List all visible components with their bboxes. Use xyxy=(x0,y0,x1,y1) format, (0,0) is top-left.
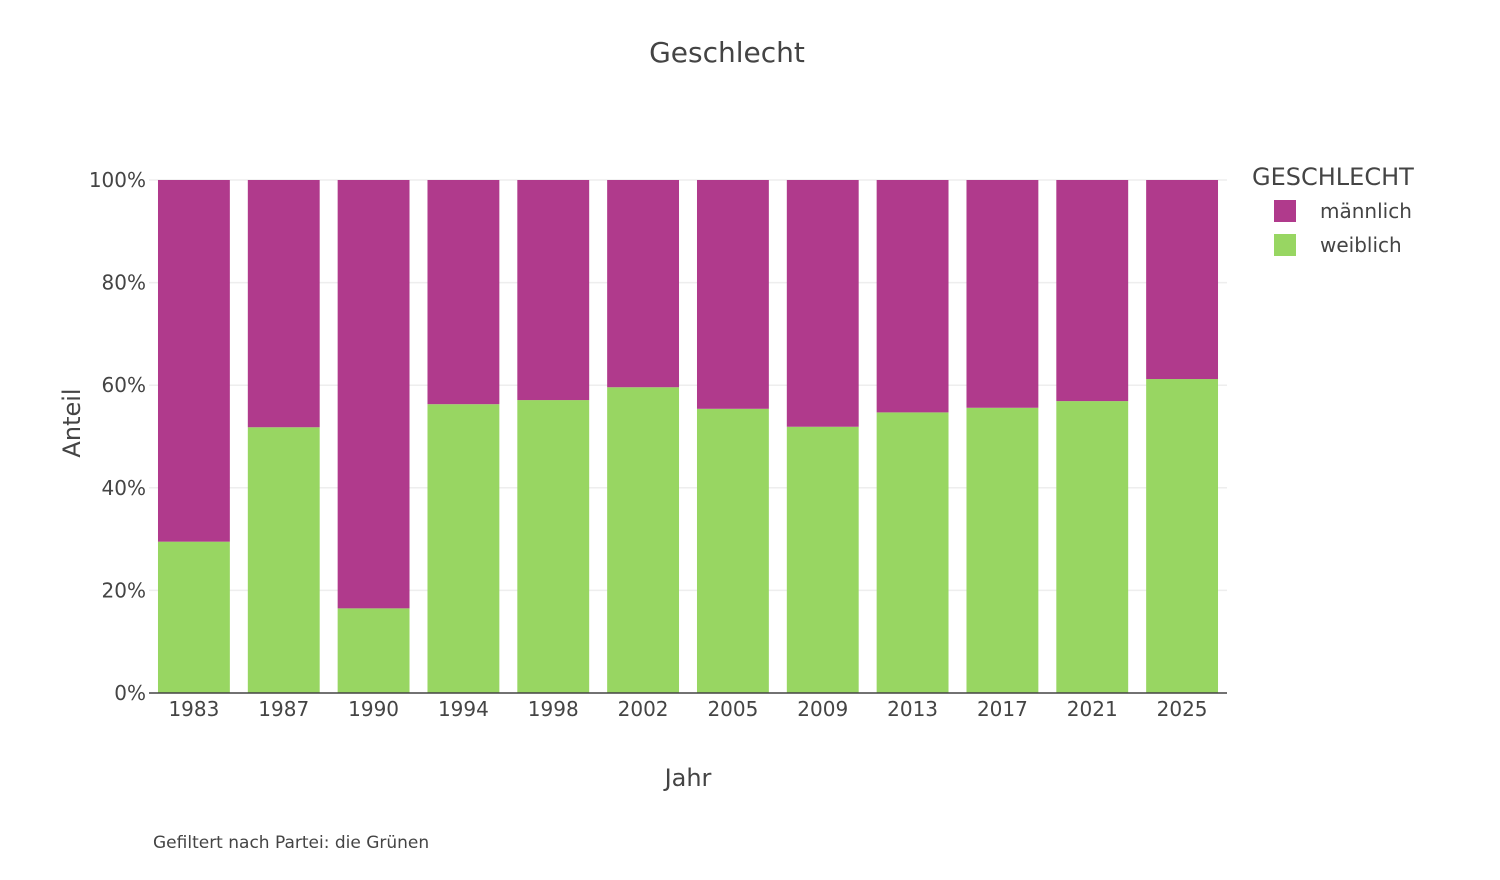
y-tick-label: 0% xyxy=(114,681,146,705)
axes: 0% 20% 40% 60% 80% 100% 1983 1987 1990 1994 1998 20… xyxy=(89,168,1227,721)
bar-weiblich-1990 xyxy=(337,608,410,693)
y-tick-label: 40% xyxy=(102,476,146,500)
y-tick-label: 20% xyxy=(102,578,146,602)
x-tick-label: 2017 xyxy=(977,697,1028,721)
x-tick-label: 1990 xyxy=(348,697,399,721)
bar-männlich-2005 xyxy=(696,180,769,409)
bars xyxy=(157,180,1219,693)
legend-title: GESCHLECHT xyxy=(1252,163,1414,191)
bar-männlich-2002 xyxy=(607,180,680,388)
bar-weiblich-1994 xyxy=(427,404,500,693)
bar-männlich-2009 xyxy=(786,180,859,427)
bar-männlich-2013 xyxy=(876,180,949,413)
x-tick-label: 1994 xyxy=(438,697,489,721)
x-tick-label: 2025 xyxy=(1157,697,1208,721)
bar-männlich-1990 xyxy=(337,180,410,609)
bar-weiblich-2021 xyxy=(1056,401,1129,693)
x-tick-label: 2005 xyxy=(707,697,758,721)
x-tick-label: 2009 xyxy=(797,697,848,721)
y-tick-label: 80% xyxy=(102,271,146,295)
bar-weiblich-2002 xyxy=(607,387,680,693)
chart-title: Geschlecht xyxy=(649,36,805,69)
x-tick-label: 1987 xyxy=(258,697,309,721)
y-tick-label: 100% xyxy=(89,168,146,192)
bar-männlich-2017 xyxy=(966,180,1039,408)
legend: GESCHLECHT männlich weiblich xyxy=(1252,163,1414,257)
gridlines xyxy=(149,179,1227,592)
bar-weiblich-2013 xyxy=(876,412,949,693)
x-tick-label: 1998 xyxy=(528,697,579,721)
bar-weiblich-1983 xyxy=(157,541,230,693)
x-tick-label: 1983 xyxy=(168,697,219,721)
x-tick-label: 2013 xyxy=(887,697,938,721)
bar-männlich-1994 xyxy=(427,180,500,405)
legend-label-männlich[interactable]: männlich xyxy=(1320,199,1412,223)
y-tick-label: 60% xyxy=(102,373,146,397)
legend-label-weiblich[interactable]: weiblich xyxy=(1320,233,1402,257)
bar-männlich-2025 xyxy=(1146,180,1219,380)
bar-männlich-2021 xyxy=(1056,180,1129,402)
legend-swatch-männlich[interactable] xyxy=(1274,200,1296,222)
bar-männlich-1987 xyxy=(247,180,320,428)
y-axis-title: Anteil xyxy=(58,388,86,457)
bar-weiblich-2005 xyxy=(696,408,769,693)
x-tick-label: 2021 xyxy=(1067,697,1118,721)
bar-weiblich-1998 xyxy=(517,400,590,693)
bar-männlich-1983 xyxy=(157,180,230,542)
bar-männlich-1998 xyxy=(517,180,590,401)
x-axis-title: Jahr xyxy=(663,764,712,792)
bar-weiblich-2009 xyxy=(786,426,859,693)
x-tick-label: 2002 xyxy=(618,697,669,721)
bar-weiblich-1987 xyxy=(247,427,320,693)
caption: Gefiltert nach Partei: die Grünen xyxy=(153,833,429,853)
bar-weiblich-2025 xyxy=(1146,379,1219,693)
legend-swatch-weiblich[interactable] xyxy=(1274,234,1296,256)
bar-weiblich-2017 xyxy=(966,407,1039,693)
